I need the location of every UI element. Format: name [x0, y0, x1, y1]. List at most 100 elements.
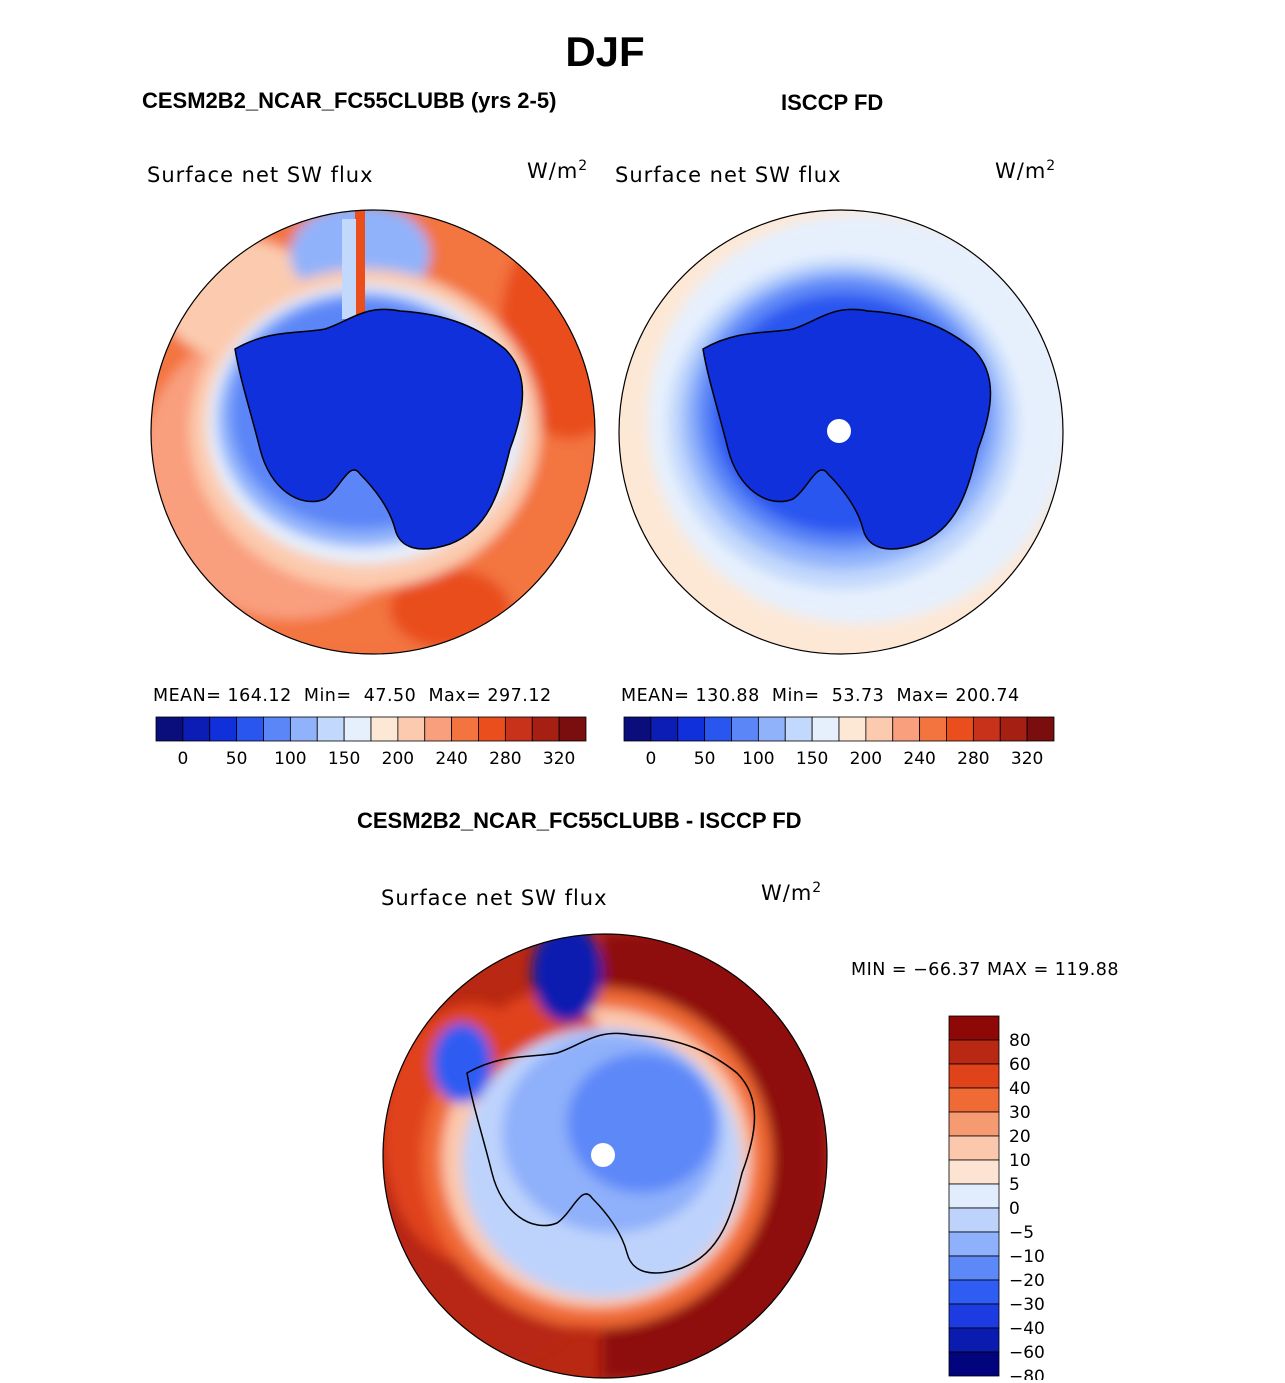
left-antarctica-outline [234, 308, 524, 550]
left-colorbar-swatch [289, 716, 318, 742]
right-colorbar-tick-label: 240 [903, 749, 935, 769]
diff-colorbar-swatch [948, 1063, 1000, 1089]
right-colorbar-swatch [757, 716, 786, 742]
right-colorbar-swatch [811, 716, 840, 742]
right-polar-map [618, 209, 1064, 655]
right-units-exp: 2 [1046, 158, 1057, 174]
diff-colorbar-tick-label: −40 [1009, 1319, 1045, 1339]
right-colorbar-tick-label: 100 [742, 749, 774, 769]
right-colorbar-tick-label: 200 [850, 749, 882, 769]
left-colorbar-tick-label: 280 [489, 749, 521, 769]
left-colorbar-swatch [504, 716, 533, 742]
diff-units-label: W/m2 [761, 880, 822, 905]
diff-colorbar-swatch [948, 1279, 1000, 1305]
left-colorbar-tick-label: 100 [274, 749, 306, 769]
left-min-value: 47.50 [363, 686, 417, 706]
right-colorbar-swatch [892, 716, 921, 742]
diff-colorbar-swatch [948, 1207, 1000, 1233]
left-colorbar: 0 50 100 150 200 240 280 320 [155, 716, 587, 769]
right-min-value: 53.73 [831, 686, 885, 706]
right-colorbar-tick-label: 150 [796, 749, 828, 769]
left-seam-red [355, 210, 365, 319]
diff-colorbar-tick-label: −80 [1009, 1367, 1045, 1380]
diff-colorbar-swatch [948, 1183, 1000, 1209]
left-colorbar-tick-label: 320 [543, 749, 575, 769]
diff-colorbar-tick-label: −10 [1009, 1247, 1045, 1267]
diff-colorbar: 80 60 40 30 20 10 5 0 −5 −10 −20 −30 −40 −60 −80 [948, 1015, 1045, 1380]
diff-panel-title: CESM2B2_NCAR_FC55CLUBB - ISCCP FD [357, 808, 802, 833]
diff-min-max: MIN = −66.37 MAX = 119.88 [851, 960, 1120, 980]
diff-antarctica-outline [466, 1032, 756, 1274]
diff-variable-label: Surface net SW flux [381, 886, 608, 910]
right-colorbar-swatch [677, 716, 706, 742]
right-stats: MEAN= 130.88 Min= 53.73 Max= 200.74 [621, 686, 1020, 706]
diff-colorbar-tick-label: 60 [1009, 1055, 1031, 1075]
diff-pole-hole [591, 1143, 615, 1167]
left-units-base: W/m [527, 159, 579, 183]
diff-colorbar-swatch [948, 1159, 1000, 1185]
right-max-value: 200.74 [955, 686, 1020, 706]
diff-colorbar-tick-label: 0 [1009, 1199, 1020, 1219]
diff-map-border [382, 933, 828, 1379]
right-colorbar-tick-label: 320 [1011, 749, 1043, 769]
diff-colorbar-swatch [948, 1231, 1000, 1257]
right-colorbar-swatch [865, 716, 894, 742]
diff-colorbar-swatch [948, 1303, 1000, 1329]
left-stats: MEAN= 164.12 Min= 47.50 Max= 297.12 [153, 686, 552, 706]
right-colorbar-swatch [838, 716, 867, 742]
diff-colorbar-swatch [948, 1111, 1000, 1137]
right-colorbar-swatch [623, 716, 652, 742]
right-colorbar-swatch [650, 716, 679, 742]
diff-polar-map [382, 933, 828, 1379]
right-colorbar-swatch [946, 716, 974, 742]
diff-colorbar-tick-label: 80 [1009, 1031, 1031, 1051]
diff-colorbar-tick-label: 30 [1009, 1103, 1031, 1123]
left-max-value: 297.12 [487, 686, 552, 706]
diff-colorbar-swatch [948, 1087, 1000, 1113]
right-colorbar-tick-label: 280 [957, 749, 989, 769]
right-max-label: Max= [896, 686, 950, 706]
right-mean-label: MEAN= [621, 686, 690, 706]
left-colorbar-swatch [424, 716, 453, 742]
right-map-border [618, 209, 1064, 655]
left-colorbar-swatch [343, 716, 372, 742]
left-seam-blue [342, 219, 356, 319]
right-colorbar-tick-label: 0 [645, 749, 656, 769]
left-mean-label: MEAN= [153, 686, 222, 706]
right-colorbar: 0 50 100 150 200 240 280 320 [623, 716, 1055, 769]
right-colorbar-swatch [731, 716, 759, 742]
diff-colorbar-swatch [948, 1015, 1000, 1041]
left-colorbar-tick-label: 50 [226, 749, 248, 769]
left-colorbar-tick-label: 150 [328, 749, 360, 769]
right-colorbar-swatch [1026, 716, 1055, 742]
right-colorbar-swatch [999, 716, 1028, 742]
diff-colorbar-tick-label: 20 [1009, 1127, 1031, 1147]
diff-colorbar-swatch [948, 1135, 1000, 1161]
diff-colorbar-swatch [948, 1255, 1000, 1281]
left-min-label: Min= [303, 686, 352, 706]
right-variable-label: Surface net SW flux [615, 163, 842, 187]
left-colorbar-swatch [209, 716, 238, 742]
diff-colorbar-tick-label: 5 [1009, 1175, 1020, 1195]
left-units-label: W/m2 [527, 158, 588, 183]
diff-colorbar-tick-label: −5 [1009, 1223, 1034, 1243]
right-colorbar-swatch [704, 716, 732, 742]
diff-colorbar-swatch [948, 1327, 1000, 1353]
right-colorbar-swatch [919, 716, 947, 742]
right-units-base: W/m [995, 159, 1047, 183]
right-colorbar-swatch [784, 716, 813, 742]
diff-colorbar-tick-label: 10 [1009, 1151, 1031, 1171]
diff-colorbar-tick-label: −20 [1009, 1271, 1045, 1291]
diff-colorbar-tick-label: −60 [1009, 1343, 1045, 1363]
right-units-label: W/m2 [995, 158, 1056, 183]
left-colorbar-swatch [478, 716, 506, 742]
left-units-exp: 2 [578, 158, 589, 174]
left-colorbar-swatch [558, 716, 587, 742]
right-min-label: Min= [771, 686, 820, 706]
left-colorbar-tick-label: 240 [435, 749, 467, 769]
diff-colorbar-swatch [948, 1039, 1000, 1065]
left-colorbar-swatch [397, 716, 426, 742]
left-colorbar-swatch [182, 716, 211, 742]
left-colorbar-swatch [263, 716, 291, 742]
left-colorbar-swatch [531, 716, 560, 742]
